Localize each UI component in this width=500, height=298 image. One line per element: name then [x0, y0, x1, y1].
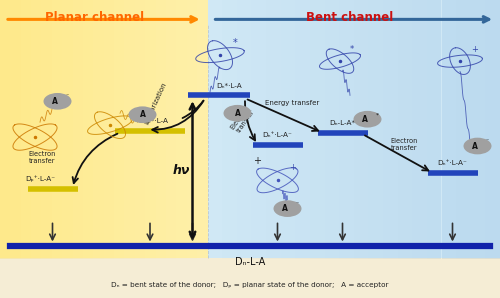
- Bar: [412, 0, 427, 259]
- Bar: [0, 258, 500, 298]
- Bar: [114, 0, 124, 259]
- Bar: [72, 0, 83, 259]
- Text: *: *: [232, 38, 237, 48]
- Text: Dₙ-L-A*: Dₙ-L-A*: [330, 120, 355, 126]
- Bar: [368, 0, 383, 259]
- Text: ⁻: ⁻: [66, 95, 69, 100]
- Text: Dₚ⁺·L-A⁻: Dₚ⁺·L-A⁻: [25, 175, 55, 182]
- Circle shape: [274, 200, 301, 217]
- Bar: [252, 0, 266, 259]
- Bar: [31, 0, 42, 259]
- Text: A: A: [282, 204, 288, 213]
- Bar: [280, 0, 295, 259]
- Circle shape: [128, 106, 156, 123]
- Bar: [156, 0, 166, 259]
- Bar: [104, 0, 114, 259]
- Bar: [266, 0, 280, 259]
- Text: Dₙ-L-A: Dₙ-L-A: [235, 257, 265, 267]
- Bar: [383, 0, 398, 259]
- Bar: [295, 0, 310, 259]
- Text: planarization: planarization: [142, 81, 168, 125]
- Text: hν: hν: [173, 164, 190, 177]
- Bar: [83, 0, 94, 259]
- Bar: [135, 0, 145, 259]
- Text: Dₙ⁺·L-A⁻: Dₙ⁺·L-A⁻: [262, 132, 292, 138]
- Text: Energy transfer: Energy transfer: [266, 100, 320, 106]
- Bar: [145, 0, 156, 259]
- Bar: [20, 0, 31, 259]
- Bar: [471, 0, 486, 259]
- Bar: [197, 0, 207, 259]
- Bar: [442, 0, 456, 259]
- Bar: [486, 0, 500, 259]
- Bar: [222, 0, 237, 259]
- Text: +: +: [254, 156, 262, 166]
- Bar: [208, 0, 500, 259]
- Text: Dₙ = bent state of the donor;   Dₚ = planar state of the donor;   A = acceptor: Dₙ = bent state of the donor; Dₚ = plana…: [111, 283, 389, 288]
- Text: A: A: [234, 109, 240, 118]
- Text: ⁻: ⁻: [486, 139, 489, 144]
- Text: A: A: [362, 115, 368, 124]
- Circle shape: [44, 93, 72, 110]
- Bar: [10, 0, 20, 259]
- Text: Dₚ*·L-A: Dₚ*·L-A: [142, 118, 168, 124]
- Bar: [42, 0, 52, 259]
- Text: Bent channel: Bent channel: [306, 11, 394, 24]
- Bar: [124, 0, 135, 259]
- Bar: [310, 0, 324, 259]
- Bar: [62, 0, 72, 259]
- Text: Electron
transfer: Electron transfer: [29, 151, 56, 164]
- Text: Dₙ*·L-A: Dₙ*·L-A: [216, 83, 242, 89]
- Bar: [0, 0, 208, 259]
- Text: Planar channel: Planar channel: [46, 11, 144, 24]
- Bar: [398, 0, 412, 259]
- Text: +: +: [471, 45, 478, 54]
- Bar: [354, 0, 368, 259]
- Text: Electron
transfer: Electron transfer: [390, 138, 417, 151]
- Bar: [456, 0, 471, 259]
- Text: A: A: [52, 97, 58, 106]
- Circle shape: [464, 138, 491, 154]
- Bar: [176, 0, 187, 259]
- Bar: [0, 0, 10, 259]
- Text: A: A: [140, 110, 145, 119]
- Text: ⁻: ⁻: [296, 202, 299, 207]
- Text: A: A: [472, 142, 478, 150]
- Bar: [187, 0, 197, 259]
- Bar: [324, 0, 339, 259]
- Text: Electron
transfer: Electron transfer: [230, 104, 256, 134]
- Circle shape: [354, 111, 382, 128]
- Bar: [237, 0, 252, 259]
- Bar: [94, 0, 104, 259]
- Bar: [166, 0, 176, 259]
- Text: +: +: [289, 163, 296, 172]
- Circle shape: [224, 105, 252, 122]
- Text: *: *: [350, 45, 354, 54]
- Text: *: *: [376, 113, 379, 117]
- Bar: [52, 0, 62, 259]
- Bar: [339, 0, 354, 259]
- Text: Dₙ⁺·L-A⁻: Dₙ⁺·L-A⁻: [438, 160, 468, 166]
- Bar: [208, 0, 222, 259]
- Bar: [427, 0, 442, 259]
